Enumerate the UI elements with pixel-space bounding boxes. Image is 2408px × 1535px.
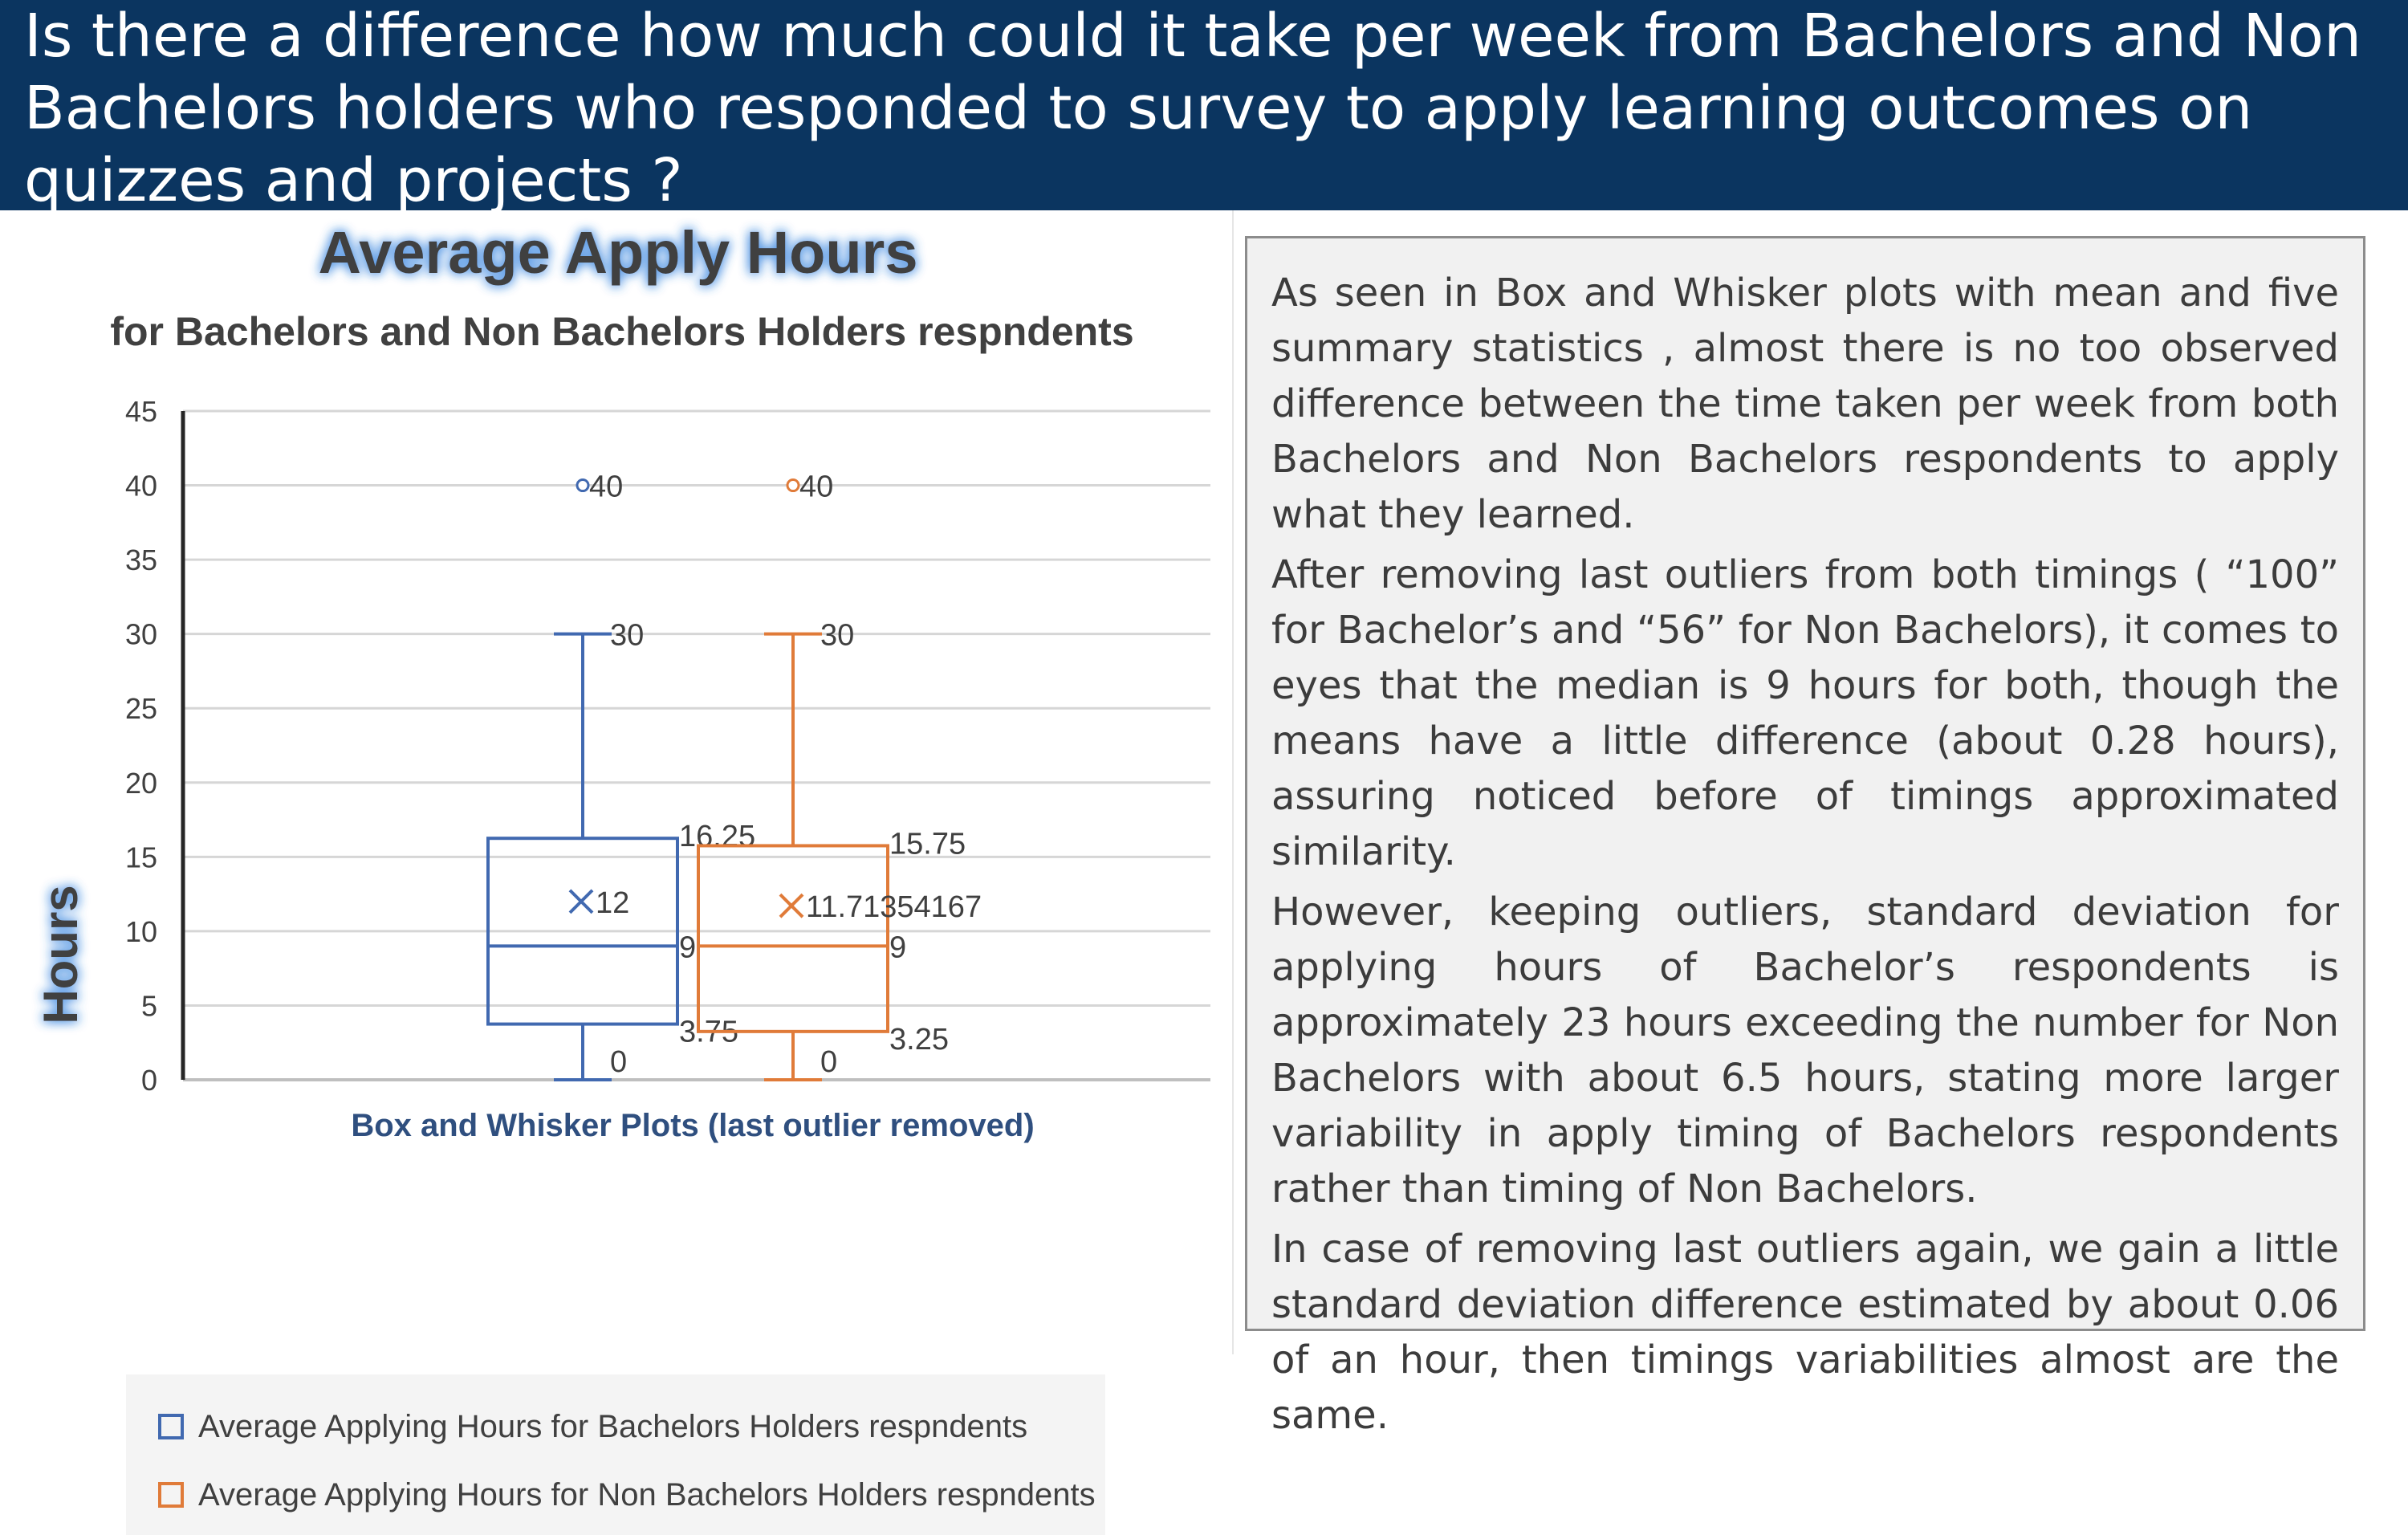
y-tick-label: 0 <box>141 1064 157 1097</box>
box-iqr <box>486 837 679 1026</box>
min-label: 0 <box>820 1045 837 1079</box>
chart-panel: Average Apply Hours for Bachelors and No… <box>0 210 1234 1535</box>
outlier-label: 40 <box>589 470 623 504</box>
legend-label-bachelors: Average Applying Hours for Bachelors Hol… <box>198 1408 1028 1444</box>
y-tick-label: 35 <box>125 544 157 576</box>
q3-label: 16.25 <box>679 820 755 853</box>
median-label: 9 <box>679 930 696 964</box>
outlier-point <box>786 478 800 493</box>
mean-label: 12 <box>596 886 629 920</box>
y-tick-label: 40 <box>125 470 157 503</box>
legend-item-bachelors: Average Applying Hours for Bachelors Hol… <box>158 1407 1027 1447</box>
y-tick-label: 10 <box>125 915 157 948</box>
y-tick-label: 15 <box>125 841 157 873</box>
legend-item-non-bachelors: Average Applying Hours for Non Bachelors… <box>158 1475 1096 1515</box>
header-bar: Is there a difference how much could it … <box>0 0 2408 215</box>
commentary-paragraph: In case of removing last outliers again,… <box>1271 1227 2339 1438</box>
plot-area: 051015202530354045403016.251293.75040301… <box>125 395 1210 1097</box>
legend-label-non-bachelors: Average Applying Hours for Non Bachelors… <box>198 1476 1096 1513</box>
mean-marker <box>568 889 594 914</box>
max-label: 30 <box>820 619 854 653</box>
y-tick-label: 25 <box>125 692 157 725</box>
max-label: 30 <box>610 619 644 653</box>
x-axis-label: Box and Whisker Plots (last outlier remo… <box>351 1108 1034 1143</box>
commentary-paragraph: After removing last outliers from both t… <box>1271 552 2339 874</box>
page-title: Is there a difference how much could it … <box>24 2 2361 215</box>
chart-legend: Average Applying Hours for Bachelors Hol… <box>126 1374 1105 1535</box>
legend-swatch-bachelors <box>158 1414 184 1439</box>
box-iqr <box>697 844 889 1033</box>
commentary-paragraph: However, keeping outliers, standard devi… <box>1271 890 2339 1211</box>
outlier-point <box>576 478 590 493</box>
chart-title: Average Apply Hours <box>318 219 917 286</box>
median-label: 9 <box>889 930 906 964</box>
mean-label: 11.71354167 <box>806 890 982 924</box>
q3-label: 15.75 <box>889 827 966 861</box>
mean-marker <box>779 893 804 918</box>
y-tick-label: 5 <box>141 989 157 1022</box>
outlier-label: 40 <box>799 470 833 504</box>
commentary-box: As seen in Box and Whisker plots with me… <box>1245 236 2365 1438</box>
box-whisker-chart: Average Apply Hours for Bachelors and No… <box>34 219 1210 1143</box>
q1-label: 3.25 <box>889 1023 949 1057</box>
y-tick-label: 20 <box>125 767 157 800</box>
y-tick-label: 30 <box>125 618 157 651</box>
commentary-paragraph: As seen in Box and Whisker plots with me… <box>1271 271 2339 537</box>
legend-swatch-non-bachelors <box>158 1482 184 1508</box>
min-label: 0 <box>610 1045 627 1079</box>
y-tick-label: 45 <box>125 395 157 428</box>
chart-subtitle: for Bachelors and Non Bachelors Holders … <box>110 309 1133 354</box>
y-axis-label: Hours <box>34 885 87 1024</box>
